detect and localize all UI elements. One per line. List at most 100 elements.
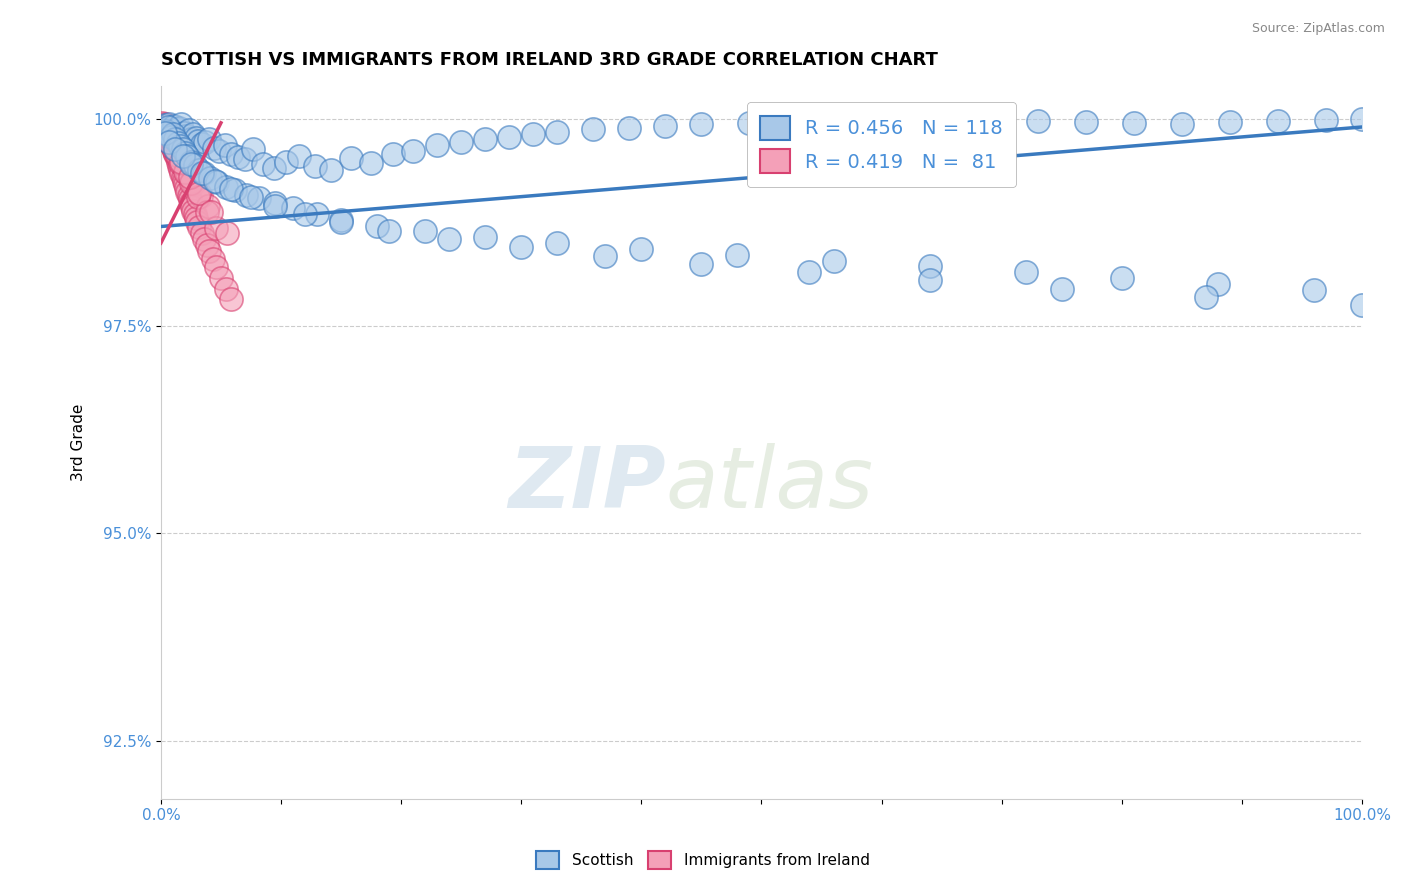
Point <box>160 124 183 138</box>
Point <box>160 139 183 153</box>
Point <box>159 136 181 151</box>
Point <box>174 178 197 192</box>
Point <box>378 224 401 238</box>
Point <box>214 138 236 153</box>
Point <box>207 175 229 189</box>
Point <box>215 179 238 194</box>
Point <box>181 200 204 214</box>
Point <box>172 159 194 173</box>
Point <box>437 232 460 246</box>
Point <box>209 271 232 285</box>
Point <box>630 242 652 256</box>
Point <box>160 136 183 151</box>
Point <box>167 159 190 173</box>
Point <box>156 126 179 140</box>
Point <box>195 237 218 252</box>
Point <box>799 265 821 279</box>
Point <box>166 154 188 169</box>
Point <box>153 125 176 139</box>
Point <box>157 117 180 131</box>
Legend: R = 0.456   N = 118, R = 0.419   N =  81: R = 0.456 N = 118, R = 0.419 N = 81 <box>747 103 1017 186</box>
Point <box>167 153 190 167</box>
Point <box>202 141 225 155</box>
Point <box>619 120 641 135</box>
Point <box>174 145 197 160</box>
Point <box>197 199 219 213</box>
Point <box>233 153 256 167</box>
Point <box>360 156 382 170</box>
Point <box>321 163 343 178</box>
Point <box>274 154 297 169</box>
Point <box>247 191 270 205</box>
Point <box>235 188 257 202</box>
Point <box>918 273 941 287</box>
Point <box>173 174 195 188</box>
Point <box>177 123 200 137</box>
Point <box>170 155 193 169</box>
Point <box>474 230 496 244</box>
Point <box>183 203 205 218</box>
Point <box>1351 112 1374 126</box>
Point <box>156 130 179 145</box>
Point <box>157 135 180 149</box>
Point <box>172 169 194 184</box>
Point <box>252 157 274 171</box>
Point <box>264 199 287 213</box>
Point <box>304 159 326 173</box>
Y-axis label: 3rd Grade: 3rd Grade <box>72 403 86 481</box>
Point <box>330 215 353 229</box>
Point <box>163 142 186 156</box>
Point <box>215 226 238 240</box>
Point <box>979 113 1001 128</box>
Point <box>1303 283 1326 297</box>
Point <box>157 121 180 136</box>
Point <box>159 132 181 146</box>
Point <box>152 120 174 135</box>
Point <box>153 126 176 140</box>
Point <box>157 131 180 145</box>
Point <box>738 116 761 130</box>
Point <box>159 136 181 150</box>
Point <box>1315 113 1337 128</box>
Point <box>188 163 211 178</box>
Point <box>180 177 202 191</box>
Point <box>162 140 184 154</box>
Point <box>162 127 184 141</box>
Point <box>173 126 195 140</box>
Point <box>180 132 202 146</box>
Point <box>1015 265 1038 279</box>
Point <box>152 120 174 134</box>
Point <box>183 178 205 192</box>
Point <box>153 117 176 131</box>
Point <box>187 189 209 203</box>
Point <box>190 189 212 203</box>
Point <box>155 128 177 142</box>
Point <box>931 112 953 127</box>
Point <box>180 157 202 171</box>
Point <box>193 232 215 246</box>
Point <box>205 221 228 235</box>
Point <box>195 204 218 219</box>
Point <box>162 141 184 155</box>
Point <box>181 174 204 188</box>
Point <box>288 149 311 163</box>
Point <box>402 144 425 158</box>
Point <box>242 142 264 156</box>
Point <box>1122 116 1144 130</box>
Point <box>157 134 180 148</box>
Text: Source: ZipAtlas.com: Source: ZipAtlas.com <box>1251 22 1385 36</box>
Point <box>170 166 193 180</box>
Point <box>474 132 496 146</box>
Point <box>190 226 212 240</box>
Point <box>450 135 472 149</box>
Point <box>166 152 188 166</box>
Point <box>176 149 198 163</box>
Point <box>522 128 544 142</box>
Point <box>240 190 263 204</box>
Point <box>169 139 191 153</box>
Point <box>167 120 190 135</box>
Point <box>165 132 187 146</box>
Point <box>219 293 242 307</box>
Point <box>426 138 449 153</box>
Point <box>166 136 188 150</box>
